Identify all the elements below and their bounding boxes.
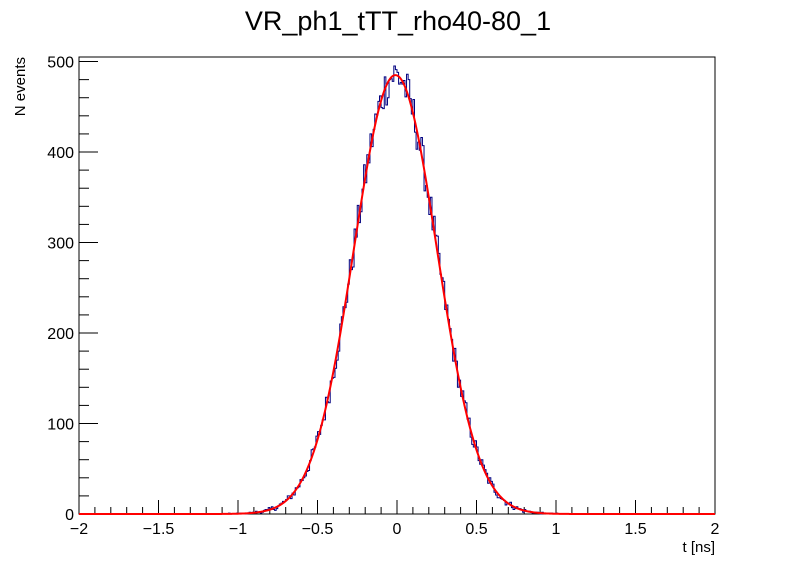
y-axis-label: N events bbox=[12, 57, 29, 116]
x-tick-label: −1 bbox=[229, 521, 247, 538]
x-tick-label: 2 bbox=[711, 521, 720, 538]
y-tick-label: 400 bbox=[47, 145, 74, 162]
histogram-series bbox=[79, 65, 715, 515]
x-tick-label: −2 bbox=[70, 521, 88, 538]
axis-ticks bbox=[78, 61, 716, 515]
x-axis-label: t [ns] bbox=[682, 539, 715, 556]
x-tick-label: 0.5 bbox=[465, 521, 487, 538]
y-tick-label: 500 bbox=[47, 55, 74, 72]
x-tick-label: 0 bbox=[393, 521, 402, 538]
x-tick-label: −1.5 bbox=[143, 521, 175, 538]
x-tick-label: −0.5 bbox=[302, 521, 334, 538]
plot-frame bbox=[78, 56, 716, 515]
y-tick-label: 200 bbox=[47, 326, 74, 343]
y-tick-label: 100 bbox=[47, 417, 74, 434]
tick-labels: −2 −1.5 −1 −0.5 0 0.5 1 1.5 2 0 100 200 300 400 500 bbox=[47, 55, 719, 538]
y-tick-label: 0 bbox=[65, 507, 74, 524]
x-tick-label: 1.5 bbox=[624, 521, 646, 538]
gaussian-fit-curve bbox=[79, 74, 715, 515]
y-tick-label: 300 bbox=[47, 236, 74, 253]
chart-title: VR_ph1_tTT_rho40-80_1 bbox=[245, 6, 551, 36]
x-tick-label: 1 bbox=[552, 521, 561, 538]
